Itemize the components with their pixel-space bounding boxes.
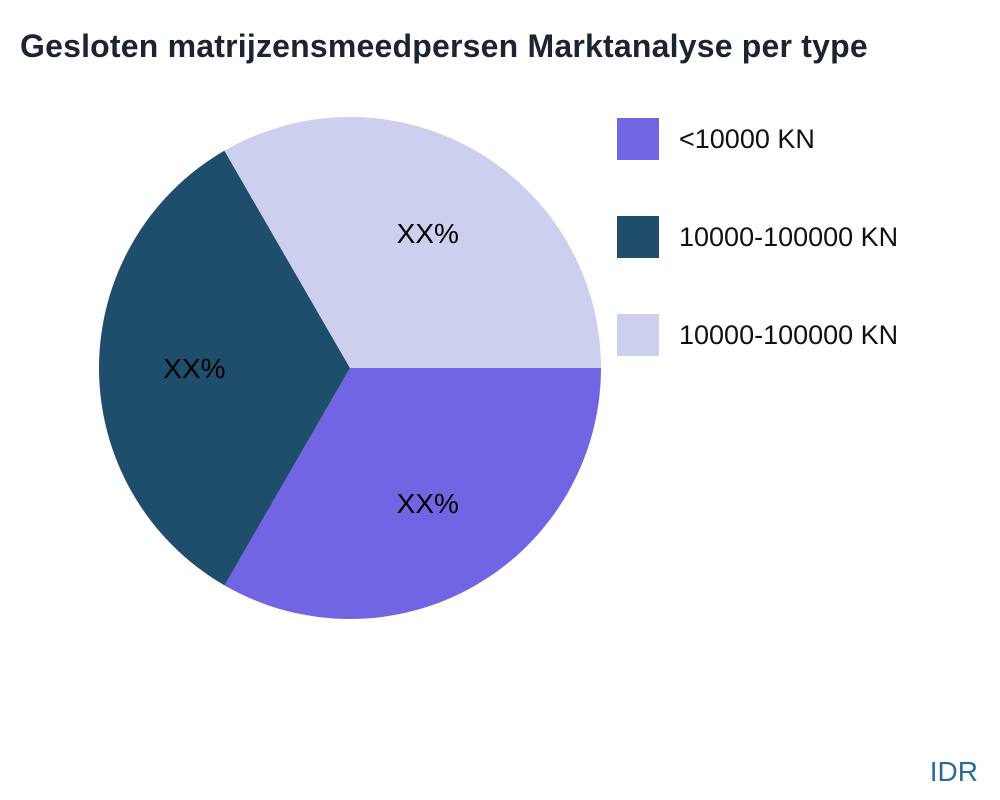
legend-swatch xyxy=(617,118,659,160)
legend-swatch xyxy=(617,314,659,356)
slice-label-0: XX% xyxy=(397,488,459,519)
legend: <10000 KN 10000-100000 KN 10000-100000 K… xyxy=(617,118,898,356)
legend-swatch xyxy=(617,216,659,258)
legend-label: 10000-100000 KN xyxy=(679,221,899,252)
legend-item: 10000-100000 KN xyxy=(617,216,898,258)
legend-label: <10000 KN xyxy=(679,123,815,154)
pie-slice-2 xyxy=(224,117,601,368)
slice-label-2: XX% xyxy=(397,218,459,249)
slice-label-1: XX% xyxy=(163,353,225,384)
legend-label: 10000-100000 KN xyxy=(679,319,899,350)
watermark-idr: IDR xyxy=(929,756,978,787)
chart-title: Gesloten matrijzensmeedpersen Marktanaly… xyxy=(20,28,868,64)
pie-slice-0 xyxy=(224,368,602,619)
legend-item: <10000 KN xyxy=(617,118,898,160)
pie-slice-1 xyxy=(99,150,350,586)
legend-item: 10000-100000 KN xyxy=(617,314,898,356)
